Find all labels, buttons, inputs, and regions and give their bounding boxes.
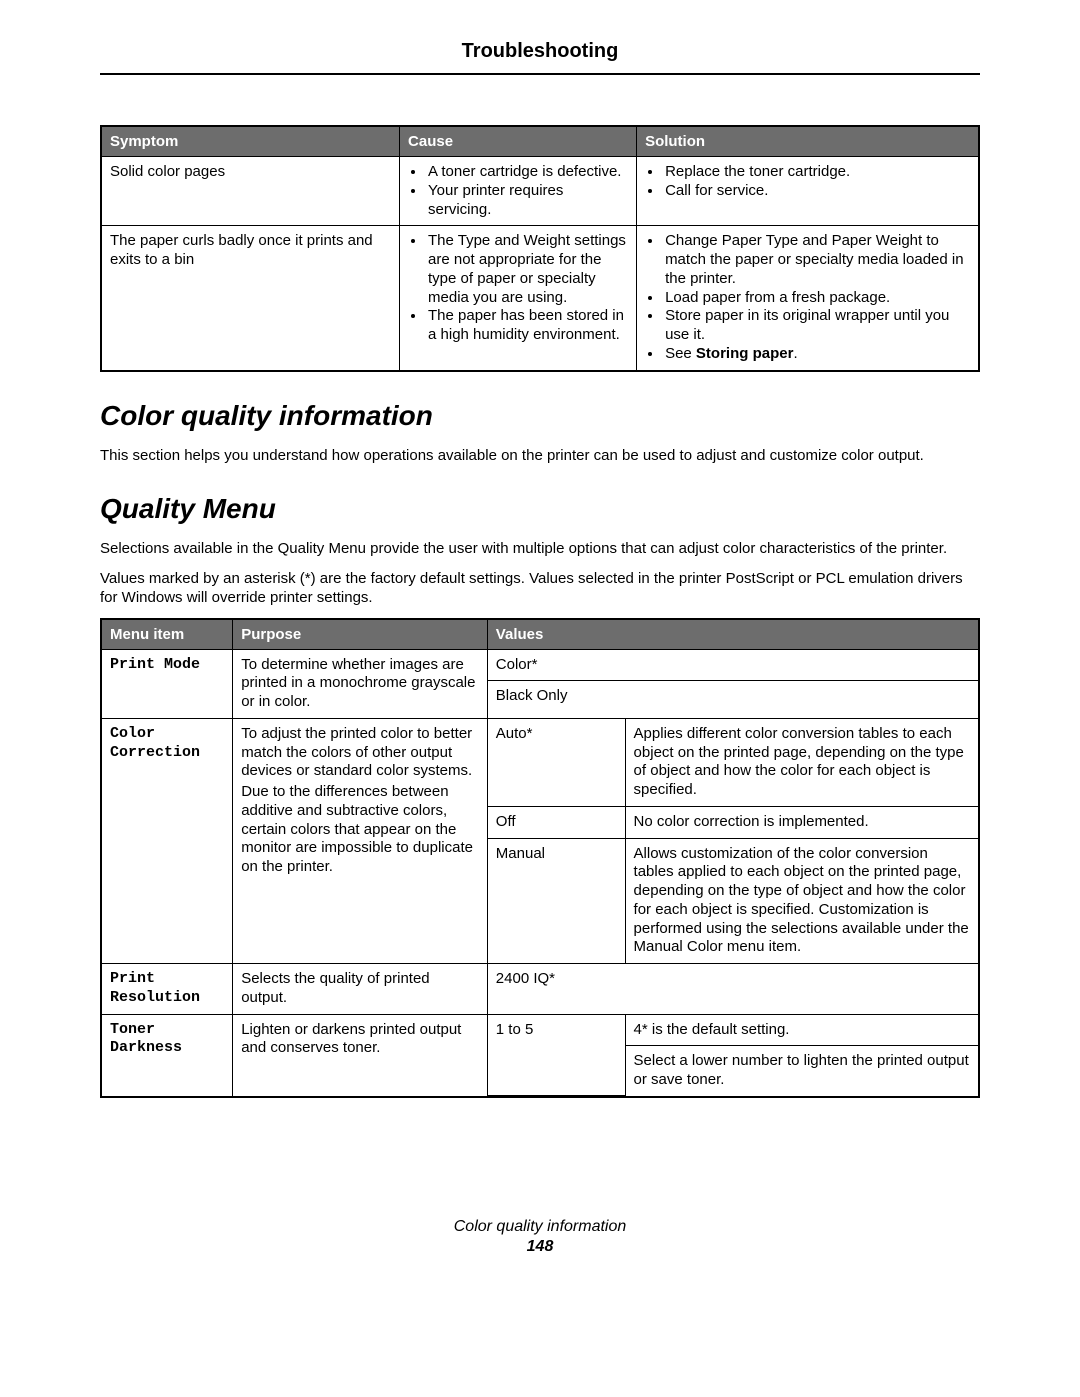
table-header-row: Symptom Cause Solution [101, 126, 979, 157]
symptom-cell: Solid color pages [101, 157, 400, 226]
values-inner-table: Color* Black Only [488, 650, 978, 713]
values-inner-table: 1 to 5 4* is the default setting. Select… [488, 1015, 978, 1097]
table-row: The paper curls badly once it prints and… [101, 226, 979, 371]
solution-list: Replace the toner cartridge. Call for se… [645, 163, 970, 201]
value-desc: No color correction is implemented. [625, 806, 978, 838]
table-row: Solid color pages A toner cartridge is d… [101, 157, 979, 226]
list-item: Change Paper Type and Paper Weight to ma… [663, 232, 970, 288]
value-label: 2400 IQ* [487, 964, 979, 1015]
quality-menu-table: Menu item Purpose Values Print Mode To d… [100, 618, 980, 1099]
purpose-cell: Selects the quality of printed output. [233, 964, 488, 1015]
purpose-cell: To determine whether images are printed … [233, 649, 488, 718]
page: Troubleshooting Symptom Cause Solution S… [0, 0, 1080, 1296]
values-inner-table: Auto* Applies different color conversion… [488, 719, 978, 963]
list-item: Your printer requires servicing. [426, 182, 628, 220]
value-label: Off [488, 806, 625, 838]
col-values: Values [487, 619, 979, 650]
col-symptom: Symptom [101, 126, 400, 157]
chapter-title: Troubleshooting [100, 40, 980, 63]
solution-list: Change Paper Type and Paper Weight to ma… [645, 232, 970, 363]
cause-list: A toner cartridge is defective. Your pri… [408, 163, 628, 219]
value-label: 1 to 5 [488, 1015, 625, 1096]
cause-list: The Type and Weight settings are not app… [408, 232, 628, 345]
storing-paper-link[interactable]: Storing paper [696, 345, 794, 362]
purpose-cell: To adjust the printed color to better ma… [233, 718, 488, 963]
section-heading-color-quality: Color quality information [100, 400, 980, 432]
value-label: Color* [488, 650, 978, 681]
link-prefix: See [665, 345, 696, 362]
purpose-text: To adjust the printed color to better ma… [241, 725, 472, 780]
footer-title: Color quality information [100, 1218, 980, 1236]
list-item: Call for service. [663, 182, 970, 201]
purpose-cell: Lighten or darkens printed output and co… [233, 1014, 488, 1097]
solution-cell: Replace the toner cartridge. Call for se… [637, 157, 979, 226]
menu-item-cell: Toner Darkness [101, 1014, 233, 1097]
list-item: Store paper in its original wrapper unti… [663, 307, 970, 345]
value-label: Black Only [488, 681, 978, 712]
solution-cell: Change Paper Type and Paper Weight to ma… [637, 226, 979, 371]
list-item: Replace the toner cartridge. [663, 163, 970, 182]
col-purpose: Purpose [233, 619, 488, 650]
list-item: The Type and Weight settings are not app… [426, 232, 628, 307]
list-item: See Storing paper. [663, 345, 970, 364]
purpose-text: Due to the differences between additive … [241, 783, 473, 875]
table-header-row: Menu item Purpose Values [101, 619, 979, 650]
menu-item-cell: Print Mode [101, 649, 233, 718]
symptom-cell: The paper curls badly once it prints and… [101, 226, 400, 371]
value-desc: 4* is the default setting. [625, 1015, 978, 1046]
section-body: Values marked by an asterisk (*) are the… [100, 569, 980, 608]
values-cell: Color* Black Only [487, 649, 979, 718]
value-desc: Allows customization of the color conver… [625, 838, 978, 963]
table-row: Print Mode To determine whether images a… [101, 649, 979, 718]
title-rule [100, 73, 980, 75]
table-row: Toner Darkness Lighten or darkens printe… [101, 1014, 979, 1097]
troubleshoot-table: Symptom Cause Solution Solid color pages… [100, 125, 980, 372]
menu-item-cell: Print Resolution [101, 964, 233, 1015]
menu-item-cell: Color Correction [101, 718, 233, 963]
col-menu-item: Menu item [101, 619, 233, 650]
value-label: Auto* [488, 719, 625, 807]
list-item: A toner cartridge is defective. [426, 163, 628, 182]
section-heading-quality-menu: Quality Menu [100, 493, 980, 525]
cause-cell: A toner cartridge is defective. Your pri… [400, 157, 637, 226]
values-cell: 1 to 5 4* is the default setting. Select… [487, 1014, 979, 1097]
table-row: Color Correction To adjust the printed c… [101, 718, 979, 963]
section-body: Selections available in the Quality Menu… [100, 539, 980, 559]
page-footer: Color quality information 148 [100, 1218, 980, 1256]
table-row: Print Resolution Selects the quality of … [101, 964, 979, 1015]
value-desc: Applies different color conversion table… [625, 719, 978, 807]
values-cell: Auto* Applies different color conversion… [487, 718, 979, 963]
value-label: Manual [488, 838, 625, 963]
link-suffix: . [793, 345, 797, 362]
list-item: The paper has been stored in a high humi… [426, 307, 628, 345]
footer-page-number: 148 [100, 1238, 980, 1256]
cause-cell: The Type and Weight settings are not app… [400, 226, 637, 371]
value-desc: Select a lower number to lighten the pri… [625, 1046, 978, 1096]
list-item: Load paper from a fresh package. [663, 289, 970, 308]
col-cause: Cause [400, 126, 637, 157]
section-body: This section helps you understand how op… [100, 446, 980, 466]
col-solution: Solution [637, 126, 979, 157]
